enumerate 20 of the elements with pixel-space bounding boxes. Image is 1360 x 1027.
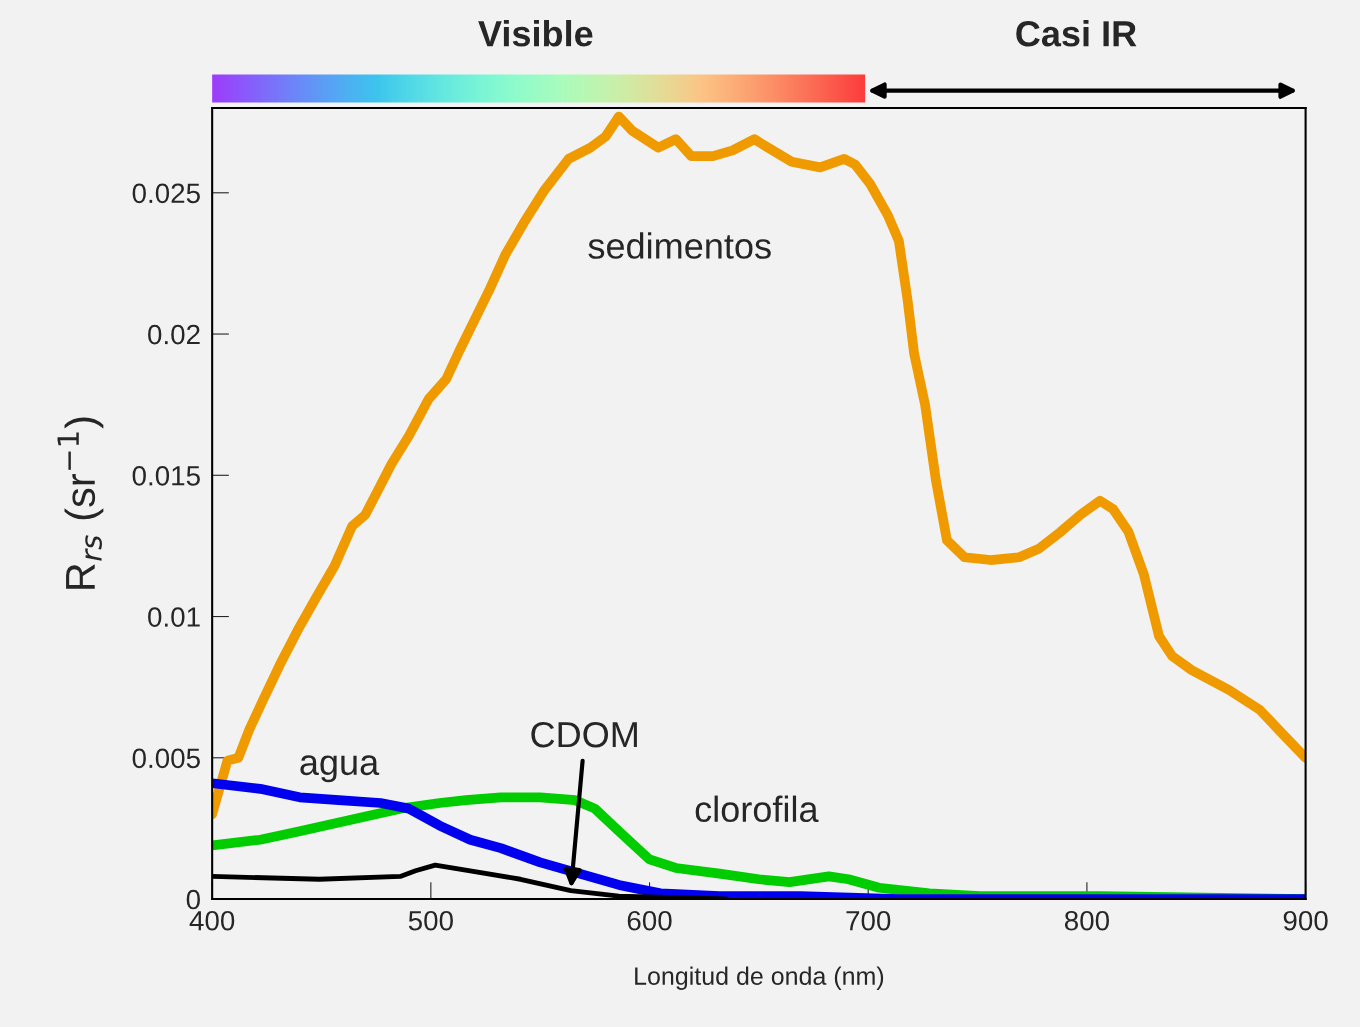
x-tick-label: 400	[189, 910, 235, 931]
x-axis-title: Longitud de onda (nm)	[635, 966, 884, 990]
y-tick-label: 0.015	[132, 465, 200, 486]
text: Casi IR	[1016, 20, 1137, 47]
text: CDOM	[531, 721, 637, 748]
series-label: clorofila	[695, 795, 819, 823]
x-tick-label: 700	[846, 910, 891, 931]
x-tick-label: 900	[1283, 910, 1328, 931]
y-tick-label: 0.02	[148, 324, 200, 345]
y-axis-title: R$_{rs}$ (sr$^{−1}$)	[57, 417, 104, 589]
y-tick-label: 0.005	[132, 748, 200, 769]
x-tick-label: 600	[627, 910, 672, 931]
y-tick-label: 0.025	[132, 183, 200, 204]
x-tick-label: 500	[408, 910, 453, 931]
y-tick-label: 0.01	[148, 607, 200, 627]
y-tick-label: 0	[186, 889, 200, 910]
series-label: sedimentos	[588, 232, 771, 259]
text: Visible	[478, 20, 593, 47]
series-label: agua	[300, 755, 380, 783]
x-tick-label: 800	[1064, 910, 1109, 931]
